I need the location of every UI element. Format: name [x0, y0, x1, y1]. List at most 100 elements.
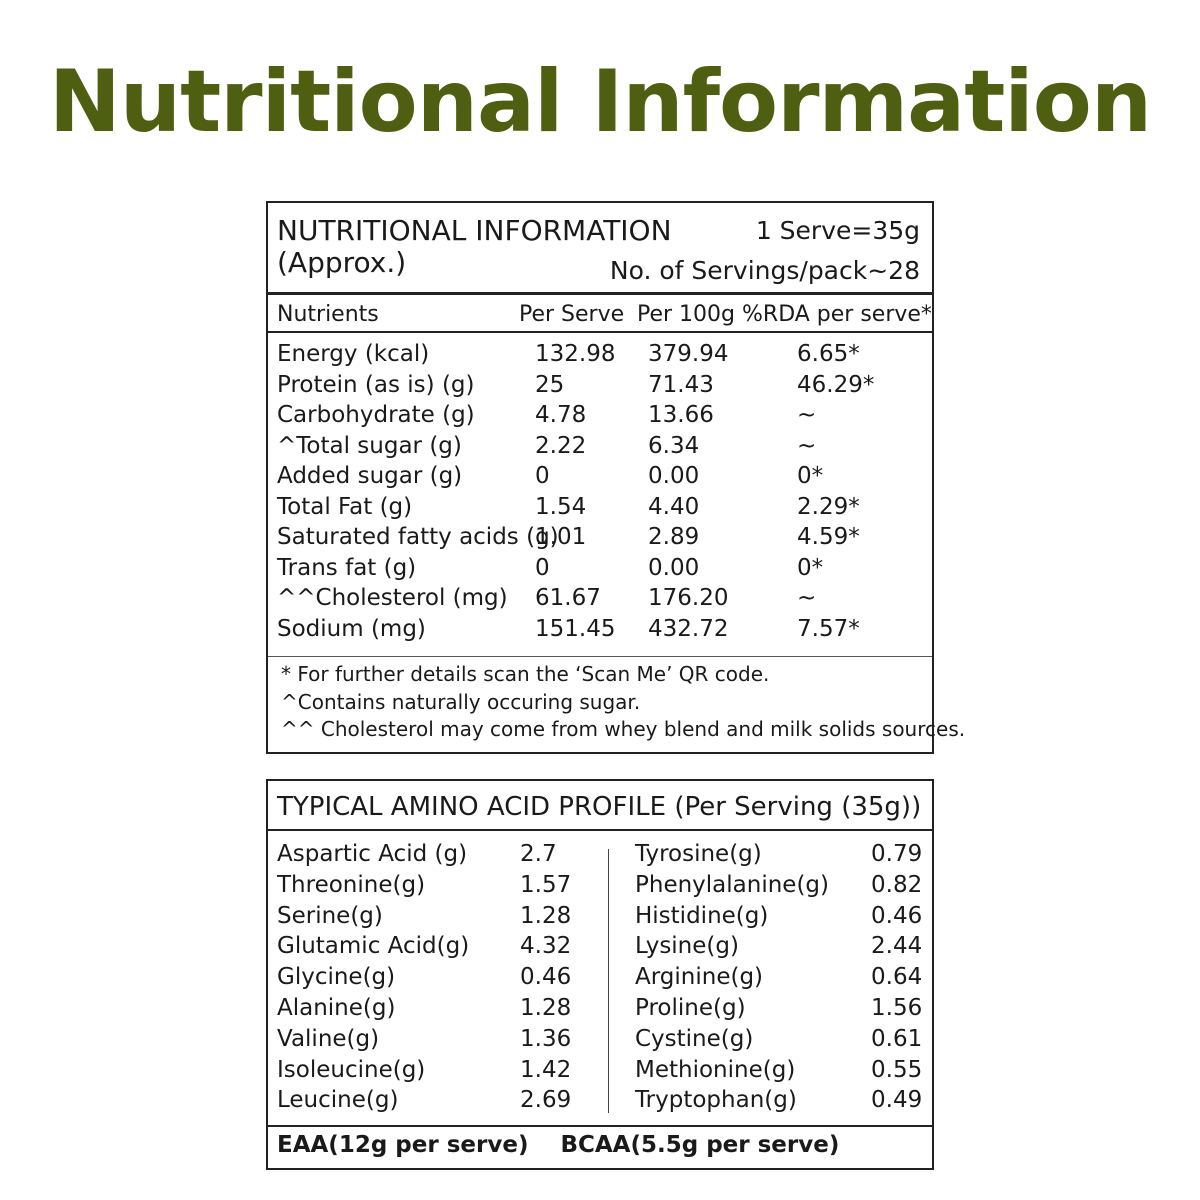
- column-header-per-100g: Per 100g: [637, 302, 736, 327]
- amino-name: Tyrosine(g): [635, 841, 762, 867]
- nutrient-per-serve: 61.67: [535, 585, 601, 611]
- footnote-natural-sugar: ^Contains naturally occuring sugar.: [281, 690, 641, 714]
- amino-name: Cystine(g): [635, 1025, 754, 1052]
- bcaa-summary: BCAA(5.5g per serve): [560, 1132, 840, 1158]
- column-header-nutrients: Nutrients: [277, 302, 379, 327]
- nutrient-name: Added sugar (g): [277, 463, 463, 489]
- amino-value: 2.69: [520, 1087, 572, 1114]
- nutrient-rda: 0*: [797, 554, 824, 581]
- nutrient-rda: 0*: [797, 463, 824, 489]
- amino-name: Phenylalanine(g): [635, 871, 829, 898]
- amino-value: 0.55: [871, 1056, 923, 1083]
- nutrient-per-serve: 0: [535, 463, 550, 489]
- amino-value: 1.36: [520, 1025, 572, 1052]
- nutrient-name: Sodium (mg): [277, 615, 426, 642]
- nutrition-subheading: (Approx.): [277, 246, 407, 279]
- nutrient-rda: ~: [797, 585, 817, 611]
- nutrient-rda: 2.29*: [797, 493, 860, 520]
- nutrient-per-100g: 432.72: [648, 615, 729, 642]
- nutrient-per-100g: 0.00: [648, 463, 700, 489]
- amino-value: 0.46: [871, 902, 923, 929]
- header-divider: [268, 292, 932, 295]
- nutrient-per-serve: 1.01: [535, 524, 587, 550]
- amino-value: 0.61: [871, 1025, 923, 1052]
- column-header-per-serve: Per Serve: [519, 302, 625, 327]
- nutrient-name: Total Fat (g): [277, 493, 413, 520]
- table-row: Protein (as is) (g) 25 71.43 46.29*: [268, 370, 932, 401]
- nutrient-rda: 4.59*: [797, 524, 860, 550]
- table-row: Threonine(g) 1.57 Phenylalanine(g) 0.82: [268, 870, 932, 901]
- nutrient-per-serve: 0: [535, 554, 550, 581]
- amino-name: Leucine(g): [277, 1087, 399, 1114]
- serve-size: 1 Serve=35g: [755, 216, 920, 245]
- column-header-divider: [268, 331, 932, 333]
- amino-name: Histidine(g): [635, 902, 769, 929]
- footnote-scan-me: * For further details scan the ‘Scan Me’…: [281, 662, 770, 686]
- amino-value: 1.28: [520, 902, 572, 929]
- amino-value: 0.79: [871, 841, 923, 867]
- amino-header-divider: [268, 829, 932, 831]
- table-row: Carbohydrate (g) 4.78 13.66 ~: [268, 400, 932, 431]
- nutrient-per-100g: 71.43: [648, 371, 714, 398]
- amino-name: Alanine(g): [277, 995, 396, 1021]
- page-title: Nutritional Information: [48, 52, 1152, 152]
- nutrient-name: Carbohydrate (g): [277, 402, 475, 428]
- table-row: Added sugar (g) 0 0.00 0*: [268, 461, 932, 492]
- column-divider: [608, 849, 609, 1113]
- table-row: Alanine(g) 1.28 Proline(g) 1.56: [268, 993, 932, 1024]
- amino-acid-panel: TYPICAL AMINO ACID PROFILE (Per Serving …: [266, 779, 934, 1170]
- table-row: Energy (kcal) 132.98 379.94 6.65*: [268, 339, 932, 370]
- amino-footer-divider: [268, 1125, 932, 1127]
- nutrient-per-100g: 13.66: [648, 402, 714, 428]
- nutrient-per-serve: 4.78: [535, 402, 587, 428]
- amino-value: 1.56: [871, 995, 923, 1021]
- nutrient-per-100g: 4.40: [648, 493, 700, 520]
- nutrient-rda: 6.65*: [797, 341, 860, 367]
- amino-value: 1.57: [520, 871, 572, 898]
- amino-name: Tryptophan(g): [635, 1087, 797, 1114]
- table-row: Isoleucine(g) 1.42 Methionine(g) 0.55: [268, 1055, 932, 1086]
- table-row: Glutamic Acid(g) 4.32 Lysine(g) 2.44: [268, 931, 932, 962]
- table-row: ^^Cholesterol (mg) 61.67 176.20 ~: [268, 583, 932, 614]
- table-row: Leucine(g) 2.69 Tryptophan(g) 0.49: [268, 1085, 932, 1116]
- amino-name: Aspartic Acid (g): [277, 841, 468, 867]
- nutrient-per-100g: 379.94: [648, 341, 729, 367]
- nutrient-per-serve: 1.54: [535, 493, 587, 520]
- nutrient-per-serve: 25: [535, 371, 565, 398]
- amino-name: Glutamic Acid(g): [277, 933, 470, 960]
- nutrient-name: Trans fat (g): [277, 554, 417, 581]
- nutrient-per-100g: 6.34: [648, 432, 700, 459]
- table-row: Sodium (mg) 151.45 432.72 7.57*: [268, 614, 932, 645]
- amino-name: Glycine(g): [277, 964, 396, 991]
- amino-footer: EAA(12g per serve) BCAA(5.5g per serve): [277, 1129, 863, 1161]
- nutrient-per-100g: 0.00: [648, 554, 700, 581]
- eaa-summary: EAA(12g per serve): [277, 1132, 529, 1158]
- amino-name: Proline(g): [635, 995, 746, 1021]
- footnote-divider: [268, 656, 932, 657]
- amino-name: Lysine(g): [635, 933, 739, 960]
- nutrient-rda: ~: [797, 402, 817, 428]
- amino-name: Serine(g): [277, 902, 383, 929]
- table-row: Aspartic Acid (g) 2.7 Tyrosine(g) 0.79: [268, 839, 932, 870]
- amino-name: Isoleucine(g): [277, 1056, 426, 1083]
- nutrient-per-100g: 176.20: [648, 585, 729, 611]
- nutrient-name: Saturated fatty acids (g): [277, 524, 559, 550]
- amino-value: 4.32: [520, 933, 572, 960]
- amino-value: 1.28: [520, 995, 572, 1021]
- nutrient-name: Protein (as is) (g): [277, 371, 475, 398]
- amino-name: Valine(g): [277, 1025, 380, 1052]
- amino-name: Methionine(g): [635, 1056, 796, 1083]
- table-row: Valine(g) 1.36 Cystine(g) 0.61: [268, 1024, 932, 1055]
- amino-value: 0.46: [520, 964, 572, 991]
- amino-value: 2.44: [871, 933, 923, 960]
- nutrient-rda: 46.29*: [797, 371, 875, 398]
- amino-name: Arginine(g): [635, 964, 764, 991]
- table-row: Serine(g) 1.28 Histidine(g) 0.46: [268, 901, 932, 932]
- footnote-cholesterol: ^^ Cholesterol may come from whey blend …: [281, 717, 966, 741]
- nutrition-facts-panel: NUTRITIONAL INFORMATION (Approx.) 1 Serv…: [266, 201, 965, 754]
- amino-heading: TYPICAL AMINO ACID PROFILE (Per Serving …: [277, 792, 922, 822]
- nutrient-rda: 7.57*: [797, 615, 860, 642]
- servings-per-pack: No. of Servings/pack~28: [609, 256, 920, 285]
- amino-value: 0.64: [871, 964, 923, 991]
- table-row: ^Total sugar (g) 2.22 6.34 ~: [268, 431, 932, 462]
